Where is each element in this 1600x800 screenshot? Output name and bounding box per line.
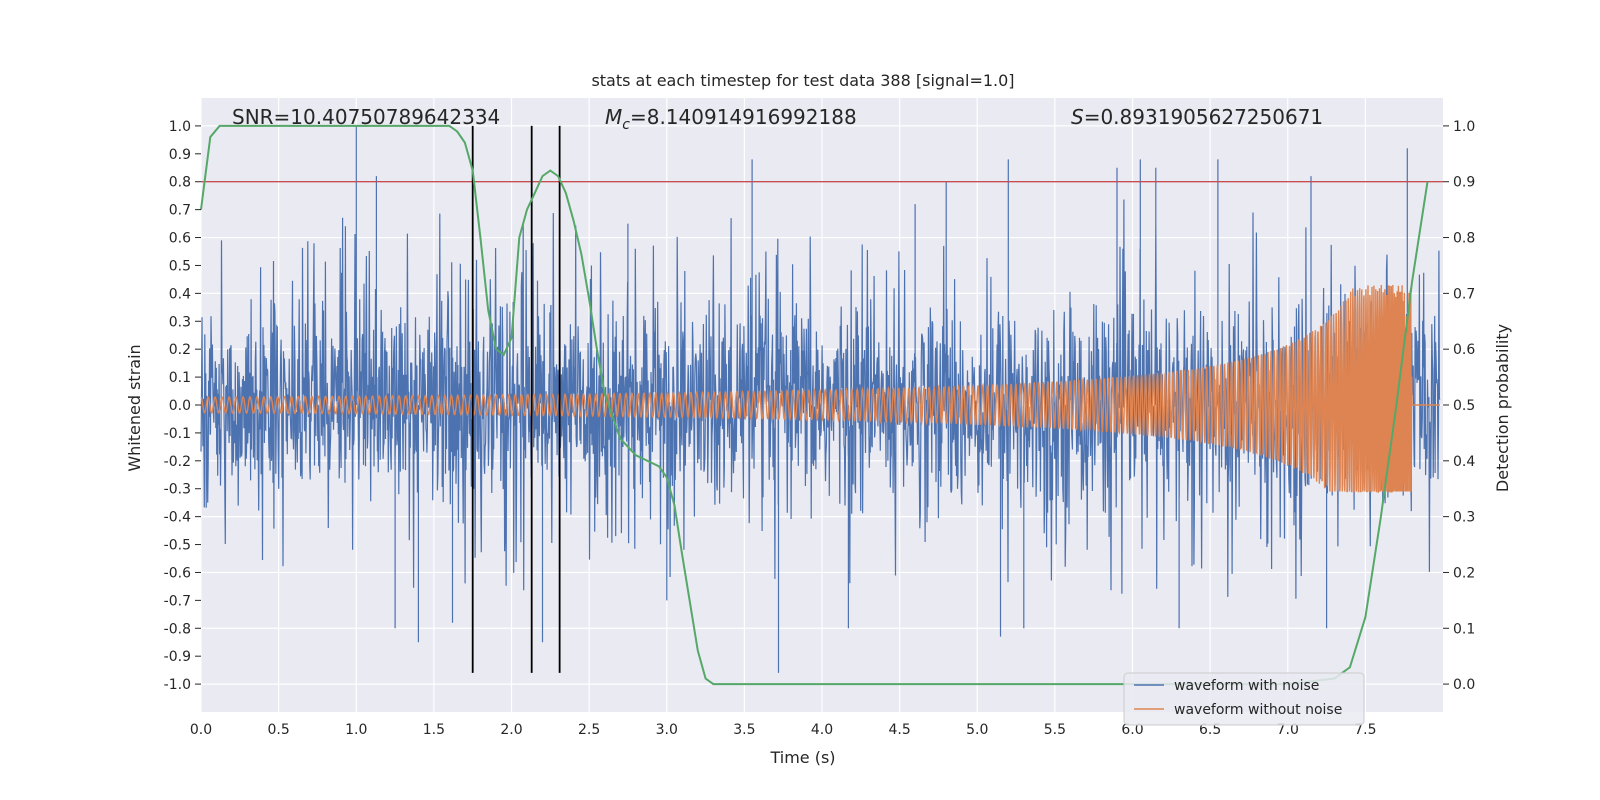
y-right-tick-label: 0.2	[1453, 565, 1475, 581]
y-left-tick-label: -0.6	[164, 565, 191, 581]
y-left-tick-label: 0.6	[169, 231, 191, 247]
y-right-tick-label: 0.0	[1453, 677, 1475, 693]
y-left-tick-label: -0.9	[164, 649, 191, 665]
y-left-tick-label: 0.1	[169, 370, 191, 386]
y-right-tick-label: 0.7	[1453, 286, 1475, 302]
x-tick-label: 0.5	[267, 722, 289, 738]
y-left-tick-label: 0.3	[169, 314, 191, 330]
y-left-tick-label: -1.0	[164, 677, 191, 693]
y-right-tick-label: 1.0	[1453, 119, 1475, 135]
y-left-tick-label: 0.2	[169, 342, 191, 358]
y-left-tick-label: -0.4	[164, 510, 191, 526]
y-left-tick-label: 1.0	[169, 119, 191, 135]
y-left-tick-label: -0.8	[164, 621, 191, 637]
x-tick-label: 3.0	[656, 722, 678, 738]
y-right-tick-label: 0.3	[1453, 510, 1475, 526]
x-tick-label: 6.5	[1199, 722, 1221, 738]
x-tick-label: 4.5	[888, 722, 910, 738]
x-axis-label: Time (s)	[769, 748, 835, 767]
legend-box	[1123, 672, 1365, 726]
chart-title: stats at each timestep for test data 388…	[591, 71, 1014, 90]
stat-s-annotation: S=0.8931905627250671	[1071, 105, 1323, 129]
y-left-tick-label: 0.0	[169, 398, 191, 414]
x-tick-label: 0.0	[190, 722, 212, 738]
left-y-ticks: 1.0 0.9 0.8 0.7 0.6 0.5 0.4 0.3 0.2 0.1 0.0 -0.1 -0.…	[164, 119, 201, 693]
y-left-tick-label: 0.8	[169, 175, 191, 191]
y-left-tick-label: -0.2	[164, 454, 191, 470]
y-right-tick-label: 0.6	[1453, 342, 1475, 358]
x-tick-label: 2.5	[578, 722, 600, 738]
x-tick-label: 7.5	[1354, 722, 1376, 738]
y-axis-left-label: Whitened strain	[125, 344, 144, 471]
y-left-tick-label: 0.4	[169, 286, 191, 302]
y-left-tick-label: -0.3	[164, 482, 191, 498]
y-right-tick-label: 0.1	[1453, 621, 1475, 637]
y-right-tick-label: 0.4	[1453, 454, 1475, 470]
stat-s-value: =0.8931905627250671	[1084, 105, 1323, 129]
y-axis-right-label: Detection probability	[1493, 324, 1512, 492]
x-tick-label: 1.5	[423, 722, 445, 738]
y-left-tick-label: 0.9	[169, 147, 191, 163]
x-tick-label: 1.0	[345, 722, 367, 738]
legend: waveform with noise waveform without noi…	[1123, 672, 1365, 726]
chirp-mass-value: =8.140914916992188	[630, 105, 857, 129]
probability-line	[200, 124, 1429, 686]
x-tick-label: 7.0	[1277, 722, 1299, 738]
chirp-series-layer	[200, 284, 1440, 494]
x-tick-label: 5.0	[966, 722, 988, 738]
snr-annotation: SNR=10.40750789642334	[232, 105, 500, 129]
x-tick-label: 3.5	[733, 722, 755, 738]
x-tick-label: 6.0	[1121, 722, 1143, 738]
clean-waveform-line	[200, 284, 1440, 494]
probability-series-layer	[200, 124, 1429, 686]
x-tick-label: 4.0	[811, 722, 833, 738]
y-right-tick-label: 0.9	[1453, 175, 1475, 191]
x-tick-label: 2.0	[500, 722, 522, 738]
y-left-tick-label: -0.1	[164, 426, 191, 442]
right-y-ticks: 1.0 0.9 0.8 0.7 0.6 0.5 0.4 0.3 0.2 0.1 0.0	[1443, 119, 1475, 693]
y-left-tick-label: 0.7	[169, 203, 191, 219]
y-left-tick-label: 0.5	[169, 258, 191, 274]
legend-label-noise: waveform with noise	[1174, 678, 1319, 694]
y-left-tick-label: -0.7	[164, 593, 191, 609]
vertical-markers	[471, 125, 561, 673]
y-right-tick-label: 0.8	[1453, 231, 1475, 247]
chirp-mass-annotation: Mc=8.140914916992188	[605, 105, 857, 133]
x-tick-label: 5.5	[1044, 722, 1066, 738]
y-left-tick-label: -0.5	[164, 538, 191, 554]
legend-label-clean: waveform without noise	[1174, 702, 1342, 718]
y-right-tick-label: 0.5	[1453, 398, 1475, 414]
x-ticks: 0.0 0.5 1.0 1.5 2.0 2.5 3.0 3.5 4.0 4.5 5.0 5.5 6.0 6…	[190, 722, 1377, 738]
